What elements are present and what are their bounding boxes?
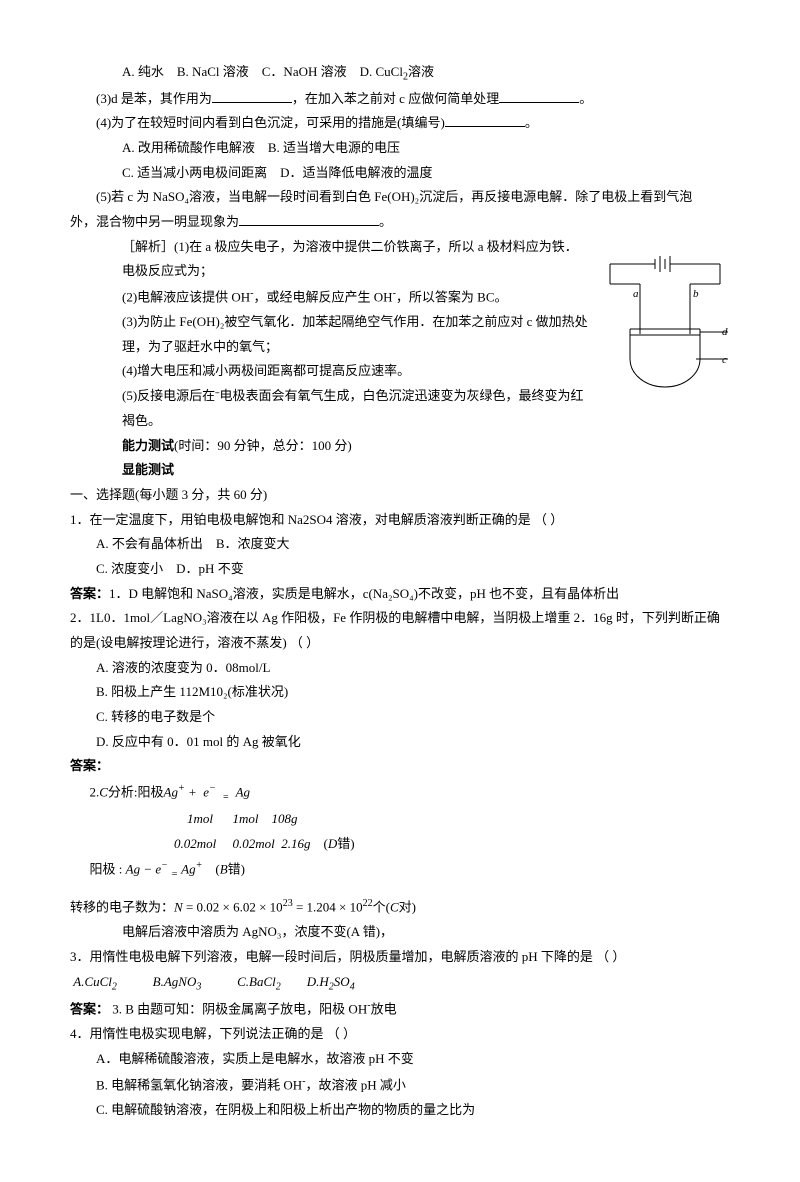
- section-1-heading: 一、选择题(每小题 3 分，共 60 分): [70, 483, 730, 508]
- opt-b: B. NaCl 溶液: [177, 64, 249, 79]
- circuit-svg: a b d c: [600, 239, 730, 389]
- opt-b: B. 适当增大电源的电压: [268, 140, 400, 155]
- q3-opts: A.CuCl2 B.AgNO3 C.BaCl2 D.H2SO4: [70, 970, 730, 997]
- capability-test-heading: 能力测试(时间：90 分钟，总分：100 分): [70, 434, 730, 459]
- blank: [212, 89, 292, 103]
- opt-d: D. CuCl2溶液: [360, 64, 434, 79]
- formula-line3: 0.02mol 0.02mol 2.16g (D错): [90, 832, 731, 857]
- blank: [239, 212, 379, 226]
- q5-line2: 外，混合物中另一明显现象为。: [70, 210, 730, 235]
- answer-2-label: 答案：: [70, 754, 730, 779]
- answer-3: 答案： 3. B 由题可知：阴极金属离子放电，阳极 OH-放电: [70, 996, 730, 1022]
- q4-line: (4)为了在较短时间内看到白色沉淀，可采用的措施是(填编号)。: [70, 111, 730, 136]
- q2d: D. 反应中有 0．01 mol 的 Ag 被氧化: [70, 730, 730, 755]
- q2: 2．1L0．1mol／LagNO₃溶液在以 Ag 作阳极，Fe 作阴极的电解槽中…: [70, 606, 730, 655]
- q5-line1: (5)若 c 为 NaSO₄溶液，当电解一段时间看到白色 Fe(OH)₂沉淀后，…: [70, 185, 730, 210]
- q4b: B. 电解稀氢氧化钠溶液，要消耗 OH-，故溶液 pH 减小: [70, 1072, 730, 1098]
- q1-opts-row1: A. 不会有晶体析出 B．浓度变大: [70, 532, 730, 557]
- q3-line: (3)d 是苯，其作用为，在加入苯之前对 c 应做何简单处理。: [70, 87, 730, 112]
- answer-1: 答案：1．D 电解饱和 NaSO₄溶液，实质是电解水，c(Na₂SO₄)不改变，…: [70, 582, 730, 607]
- q1-opts-row2: C. 浓度变小 D．pH 不变: [70, 557, 730, 582]
- opt-a: A. 纯水: [122, 64, 164, 79]
- q4-opts-row2: C. 适当减小两电极间距离 D．适当降低电解液的温度: [70, 161, 730, 186]
- analysis-5: (5)反接电源后在ˉ电极表面会有氧气生成，白色沉淀迅速变为灰绿色，最终变为红褐色…: [70, 384, 730, 433]
- opt-c: C．NaOH 溶液: [262, 64, 347, 79]
- q4x: 4．用惰性电极实现电解，下列说法正确的是 （ ）: [70, 1022, 730, 1047]
- q-options-line1: A. 纯水 B. NaCl 溶液 C．NaOH 溶液 D. CuCl2溶液: [70, 60, 730, 87]
- circuit-diagram: a b d c: [600, 239, 730, 389]
- explicit-test-heading: 显能测试: [70, 458, 730, 483]
- label-c: c: [722, 354, 727, 366]
- label-b: b: [693, 288, 699, 300]
- formula-block: 2.C分析:阳极Ag+ + e− = Ag 1mol 1mol 108g 0.0…: [70, 779, 730, 884]
- opt-a: A. 改用稀硫酸作电解液: [122, 140, 255, 155]
- post-electrolysis: 电解后溶液中溶质为 AgNO₃，浓度不变(A 错)，: [70, 920, 730, 945]
- q4-opts-row1: A. 改用稀硫酸作电解液 B. 适当增大电源的电压: [70, 136, 730, 161]
- blank: [445, 113, 525, 127]
- formula-line1: 2.C分析:阳极Ag+ + e− = Ag: [90, 779, 731, 807]
- q3: 3．用惰性电极电解下列溶液，电解一段时间后，阴极质量增加，电解质溶液的 pH 下…: [70, 945, 730, 970]
- q4a: A．电解稀硫酸溶液，实质上是电解水，故溶液 pH 不变: [70, 1047, 730, 1072]
- opt-c: C. 适当减小两电极间距离: [122, 165, 267, 180]
- electron-count: 转移的电子数为：N = 0.02 × 6.02 × 1023 = 1.204 ×…: [70, 894, 730, 920]
- q1: 1．在一定温度下，用铂电极电解饱和 Na2SO4 溶液，对电解质溶液判断正确的是…: [70, 508, 730, 533]
- q2a: A. 溶液的浓度变为 0．08mol/L: [70, 656, 730, 681]
- formula-line4: 阳极 : Ag − e− = Ag+ (B错): [90, 856, 731, 884]
- q2b: B. 阳极上产生 112M10₂(标准状况): [70, 680, 730, 705]
- label-a: a: [633, 288, 639, 300]
- q2c: C. 转移的电子数是个: [70, 705, 730, 730]
- formula-line2: 1mol 1mol 108g: [90, 807, 731, 832]
- blank: [499, 89, 579, 103]
- opt-d: D．适当降低电解液的温度: [280, 165, 432, 180]
- label-d: d: [722, 326, 728, 338]
- q4c: C. 电解硫酸钠溶液，在阴极上和阳极上析出产物的物质的量之比为: [70, 1098, 730, 1123]
